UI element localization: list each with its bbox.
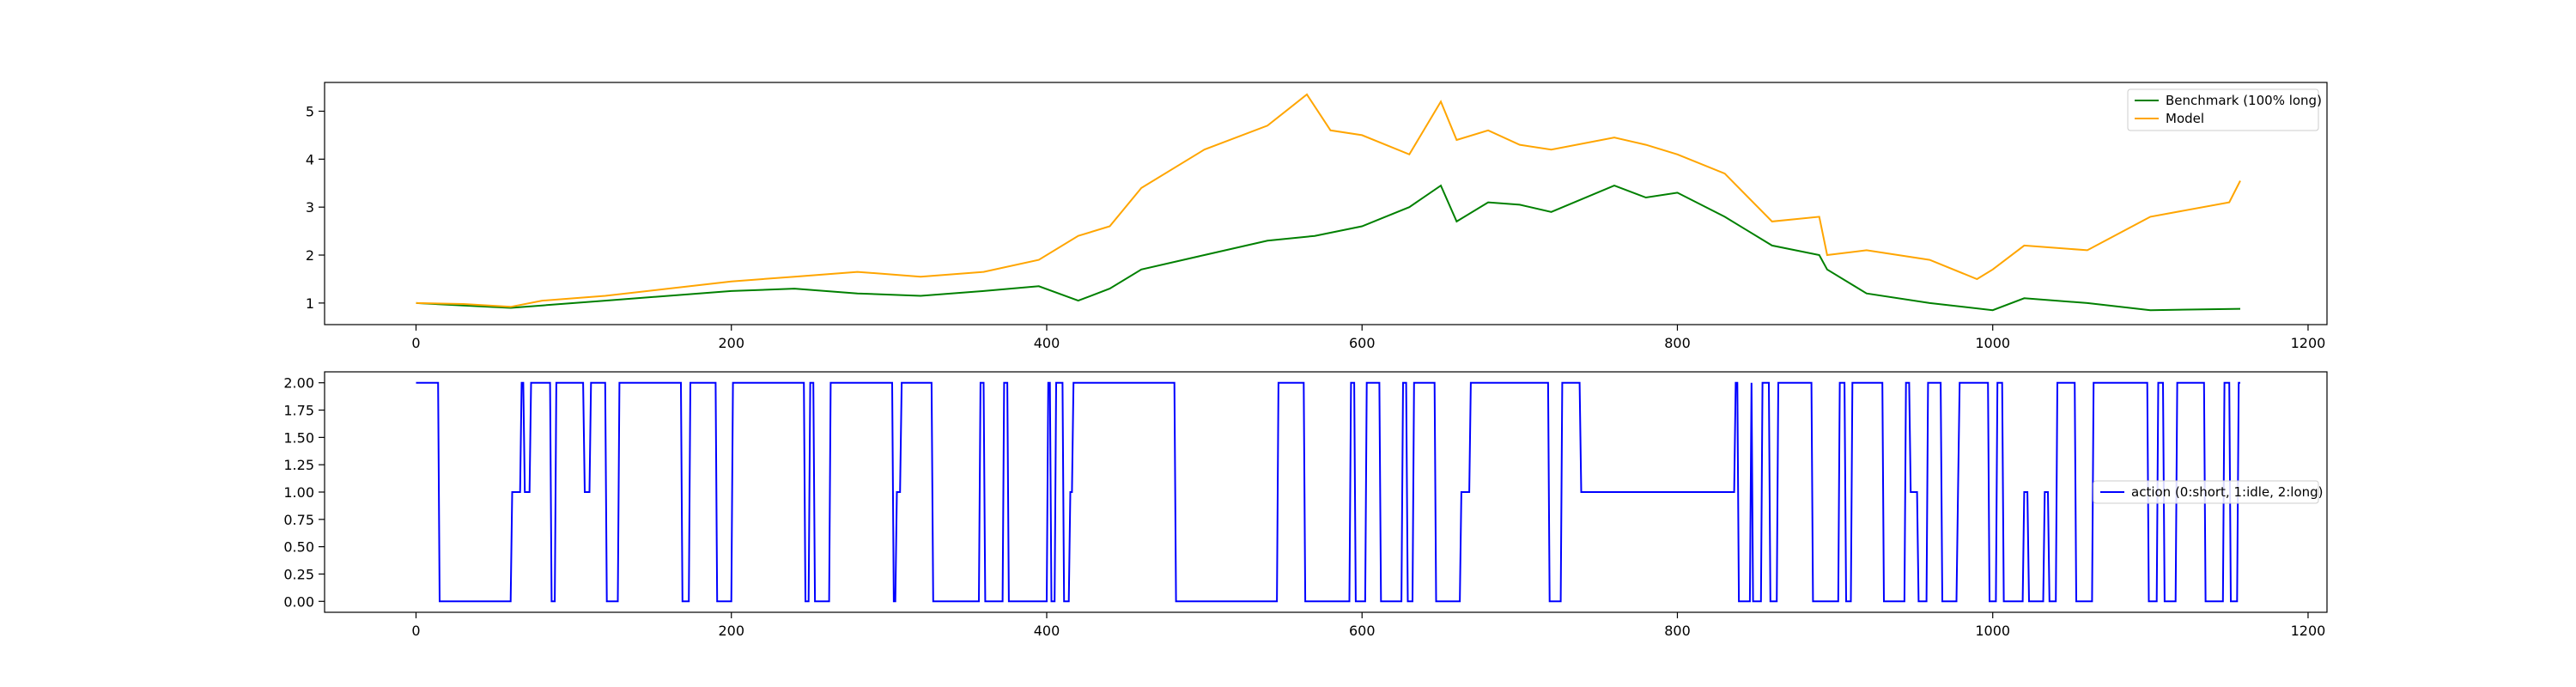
legend-0: Benchmark (100% long) Model	[2127, 88, 2322, 131]
x-tick-label-1-3: 600	[1349, 623, 1376, 639]
x-tick-label-1-5: 1000	[1975, 623, 2010, 639]
bottom-chart-action: 0 200 400 600 800 1000 1200 0.00 0.25 0.50 0.75 1.0…	[283, 371, 2328, 639]
x-tick-label-0-3: 600	[1349, 335, 1376, 351]
y-tick-label-0-1: 2	[306, 247, 314, 264]
y-tick-label-1-0: 0.00	[283, 593, 314, 610]
y-tick-label-0-0: 1	[306, 295, 314, 312]
legend-box-1	[2093, 480, 2319, 504]
series-line-0-1	[416, 93, 2241, 308]
y-tick-label-0-2: 3	[306, 199, 314, 216]
legend-label-0-1: Model	[2166, 111, 2204, 126]
x-tick-label-1-1: 200	[718, 623, 744, 639]
x-tick-label-0-0: 0	[411, 335, 420, 351]
y-tick-label-1-5: 1.25	[283, 457, 314, 473]
x-tick-label-1-0: 0	[411, 623, 420, 639]
legend-label-1-0: action (0:short, 1:idle, 2:long)	[2131, 484, 2324, 500]
x-tick-label-0-6: 1200	[2291, 335, 2326, 351]
y-tick-label-0-4: 5	[306, 104, 314, 120]
legend-1: action (0:short, 1:idle, 2:long)	[2093, 480, 2324, 504]
series-line-0-0	[416, 184, 2241, 312]
y-tick-label-1-4: 1.00	[283, 484, 314, 501]
y-tick-label-1-7: 1.75	[283, 403, 314, 419]
y-tick-label-1-1: 0.25	[283, 566, 314, 582]
top-chart-benchmark-vs-model: 0 200 400 600 800 1000 1200 1 2 3 4 5 Benchmark (100…	[306, 82, 2328, 351]
x-tick-label-0-5: 1000	[1975, 335, 2010, 351]
x-tick-label-0-2: 400	[1034, 335, 1060, 351]
y-tick-label-1-6: 1.50	[283, 429, 314, 446]
y-tick-label-1-8: 2.00	[283, 375, 314, 392]
x-tick-label-1-4: 800	[1664, 623, 1691, 639]
x-tick-label-1-2: 400	[1034, 623, 1060, 639]
axes-frame-0	[324, 82, 2328, 325]
series-line-1-0	[416, 381, 2240, 603]
x-tick-label-1-6: 1200	[2291, 623, 2326, 639]
y-tick-label-1-2: 0.50	[283, 539, 314, 556]
x-tick-label-0-4: 800	[1664, 335, 1691, 351]
y-tick-label-0-3: 4	[306, 151, 314, 167]
legend-box-0	[2127, 88, 2319, 131]
legend-label-0-0: Benchmark (100% long)	[2166, 93, 2322, 108]
x-tick-label-0-1: 200	[718, 335, 744, 351]
y-tick-label-1-3: 0.75	[283, 512, 314, 528]
